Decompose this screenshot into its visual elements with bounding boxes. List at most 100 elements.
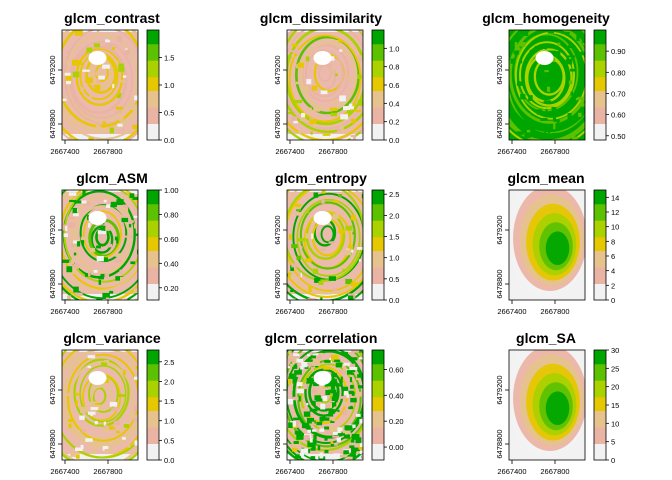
legend-swatch [372, 261, 384, 265]
raster-cell [95, 71, 103, 76]
legend-swatch [594, 366, 606, 370]
legend-swatch [372, 435, 384, 439]
raster-cell [76, 292, 83, 296]
raster-cell [96, 125, 102, 129]
raster-cell [296, 255, 301, 260]
legend-swatch [147, 123, 159, 127]
raster-cell [314, 395, 321, 401]
raster-cell [552, 132, 560, 139]
legend-swatch [147, 198, 159, 202]
raster-cell [320, 225, 335, 244]
legend-swatch [594, 104, 606, 108]
legend-swatch [594, 297, 606, 301]
raster-cell [333, 200, 339, 203]
raster-cell [62, 350, 138, 459]
raster-cell [351, 391, 355, 396]
legend-swatch [372, 234, 384, 238]
y-tick-label: 6479200 [48, 55, 57, 84]
y-tick-label: 6478800 [48, 269, 57, 298]
legend-swatch [147, 372, 159, 376]
legend-swatch [147, 369, 159, 373]
legend-swatch [147, 438, 159, 442]
raster-cell [567, 113, 572, 119]
raster-cell [318, 232, 321, 239]
legend-colorbar: 0.0 0.5 1.0 1.5 2.0 2.5 [371, 189, 399, 305]
panel-glcm-ASM: glcm_ASM 2667400 2667800 6479200 6478800 0.20… [48, 170, 179, 316]
raster-cell [340, 376, 343, 383]
legend-swatch [594, 427, 606, 431]
raster-cell [552, 51, 561, 55]
raster-cell [79, 62, 83, 66]
raster-cell [296, 382, 303, 387]
raster-cell [287, 350, 363, 452]
raster-cell [329, 381, 338, 387]
legend-tick-label: 0.5 [389, 275, 399, 284]
legend-swatch [372, 79, 384, 83]
legend-swatch [372, 68, 384, 72]
legend-tick-label: 1.5 [164, 54, 174, 63]
raster-cell [347, 221, 350, 227]
raster-cell [307, 298, 316, 300]
legend-swatch [372, 297, 384, 301]
legend-swatch [594, 234, 606, 238]
raster-cell [89, 247, 96, 253]
raster-cell [296, 212, 303, 216]
raster-cell [355, 437, 362, 444]
legend-swatch [594, 198, 606, 202]
legend-swatch [147, 267, 159, 271]
panel-title: glcm_variance [63, 330, 160, 346]
raster-cell [122, 436, 126, 440]
legend-swatch [372, 137, 384, 141]
raster-cell [287, 112, 294, 115]
panel-glcm-SA: glcm_SA 2667400 2667800 6479200 6478800 0 5 10 1… [495, 330, 619, 476]
raster-cell [311, 439, 317, 445]
raster-cell [321, 199, 325, 204]
raster-cell [311, 220, 314, 225]
legend-swatch [372, 123, 384, 127]
raster-cell [544, 70, 549, 73]
raster-cell [338, 369, 346, 374]
legend-frame [593, 189, 607, 301]
legend-swatch [594, 443, 606, 447]
raster-cell [136, 249, 138, 255]
raster-cell [360, 128, 363, 133]
legend-tick-label: 0.2 [389, 118, 399, 127]
legend-swatch [147, 236, 159, 240]
raster-cell [317, 445, 321, 451]
y-tick-label: 6478800 [273, 429, 282, 458]
raster-cell [94, 421, 98, 425]
raster-cell [338, 384, 341, 387]
raster-cell [520, 93, 526, 100]
legend-swatch [372, 421, 384, 425]
legend-swatch [147, 68, 159, 72]
raster-cell [361, 351, 363, 354]
raster-cell [89, 94, 92, 101]
raster-cell [357, 246, 363, 250]
legend-swatch [594, 52, 606, 56]
raster-map [509, 190, 585, 300]
legend-swatch [147, 363, 159, 367]
raster-cell [67, 137, 74, 140]
y-tick-label: 6478800 [273, 269, 282, 298]
raster-cell [72, 59, 80, 66]
legend-swatch [372, 115, 384, 119]
raster-cell [339, 125, 344, 131]
legend-swatch [147, 242, 159, 246]
x-tick-label: 2667800 [93, 147, 122, 156]
raster-cell [305, 425, 311, 430]
raster-cell [292, 43, 298, 47]
legend-swatch [147, 212, 159, 216]
raster-cell [307, 363, 313, 367]
x-tick-label: 2667400 [50, 467, 79, 476]
panel-title: glcm_entropy [275, 170, 367, 186]
raster-hole [88, 51, 107, 65]
raster-cell [88, 223, 91, 228]
legend-swatch [594, 63, 606, 67]
raster-cell [117, 394, 126, 397]
legend-swatch [147, 234, 159, 238]
legend-swatch [594, 236, 606, 240]
legend-tick-label: 1.0 [389, 254, 399, 263]
raster-cell [68, 222, 76, 229]
legend-swatch [372, 383, 384, 387]
raster-cell [130, 104, 138, 111]
